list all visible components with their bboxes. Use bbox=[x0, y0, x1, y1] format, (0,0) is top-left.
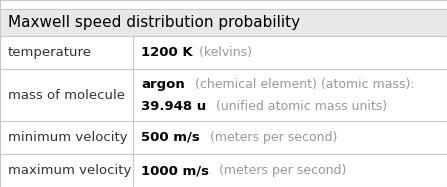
Text: mass of molecule: mass of molecule bbox=[8, 88, 125, 102]
Text: 500 m/s: 500 m/s bbox=[141, 131, 200, 144]
Text: 1000 m/s: 1000 m/s bbox=[141, 164, 209, 177]
Text: (chemical element) (atomic mass):: (chemical element) (atomic mass): bbox=[187, 78, 414, 91]
Text: (kelvins): (kelvins) bbox=[194, 46, 252, 59]
Text: temperature: temperature bbox=[8, 46, 92, 59]
Text: maximum velocity: maximum velocity bbox=[8, 164, 131, 177]
Bar bbox=[0, 36, 447, 187]
Bar bbox=[0, 9, 447, 36]
Text: (meters per second): (meters per second) bbox=[211, 164, 346, 177]
Text: 1200 K: 1200 K bbox=[141, 46, 193, 59]
Text: (meters per second): (meters per second) bbox=[202, 131, 337, 144]
Text: (unified atomic mass units): (unified atomic mass units) bbox=[208, 100, 388, 113]
Text: Maxwell speed distribution probability: Maxwell speed distribution probability bbox=[8, 15, 300, 30]
Text: minimum velocity: minimum velocity bbox=[8, 131, 128, 144]
Text: 39.948 u: 39.948 u bbox=[141, 100, 206, 113]
Text: argon: argon bbox=[141, 78, 185, 91]
